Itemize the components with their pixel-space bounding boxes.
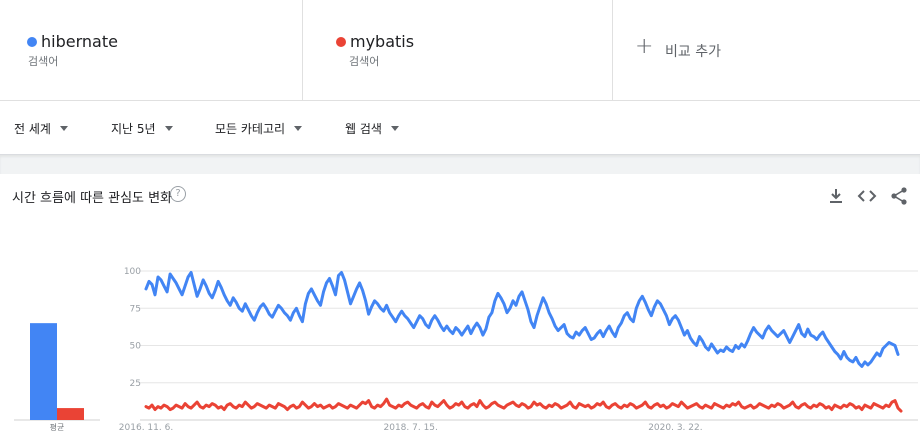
x-tick-label: 2020. 3. 22. [648,423,702,433]
y-tick-label: 100 [124,267,141,277]
x-tick-label: 2018. 7. 15. [384,423,438,433]
plus-icon: + [635,34,654,59]
interest-over-time-chart: 평균 25 50 75 100 2016. 11. 6. 2018. 7. 15. 2020… [14,267,918,433]
series-line-hibernate [144,271,900,368]
card-title: 시간 흐름에 따른 관심도 변화 [12,191,173,206]
average-bar-hibernate [30,323,57,420]
search-terms-bar: hibernate 검색어 mybatis 검색어 + 비교 추가 [0,0,920,101]
average-label: 평균 [50,422,65,432]
term-color-dot [336,37,346,47]
add-comparison-button[interactable]: + 비교 추가 [613,0,920,100]
time-range-dropdown[interactable]: 지난 5년 [111,120,173,137]
search-type-label: 웹 검색 [345,122,382,136]
chart-grid [140,270,918,421]
chart-axis-labels: 25 50 75 100 2016. 11. 6. 2018. 7. 15. 2020. 3… [119,267,703,433]
y-tick-label: 75 [130,304,141,314]
add-comparison-label: 비교 추가 [665,44,721,60]
category-dropdown[interactable]: 모든 카테고리 [215,120,303,137]
chart-series [144,271,903,413]
code-icon[interactable] [857,186,877,206]
download-icon[interactable] [826,186,846,206]
y-tick-label: 50 [130,342,142,352]
term-type: 검색어 [349,55,380,68]
region-dropdown[interactable]: 전 세계 [14,120,68,137]
category-label: 모든 카테고리 [215,122,286,136]
filter-bar: 전 세계 지난 5년 모든 카테고리 웹 검색 [0,101,920,154]
question-circle-icon[interactable]: ? [170,186,186,202]
caret-down-icon [294,126,303,131]
x-tick-label: 2016. 11. 6. [119,423,173,433]
y-tick-label: 25 [130,379,141,389]
term-card-mybatis[interactable]: mybatis 검색어 [303,0,613,100]
share-icon[interactable] [889,186,909,206]
series-line-mybatis [144,397,903,413]
search-type-dropdown[interactable]: 웹 검색 [345,120,399,137]
term-color-dot [27,37,37,47]
region-label: 전 세계 [14,122,51,136]
term-name: hibernate [41,32,118,51]
term-card-hibernate[interactable]: hibernate 검색어 [0,0,303,100]
average-bar-mybatis [57,408,84,420]
average-bar-chart: 평균 [14,323,100,432]
caret-down-icon [164,126,173,131]
term-type: 검색어 [28,55,59,68]
section-divider [0,154,920,174]
caret-down-icon [59,126,68,131]
time-range-label: 지난 5년 [111,122,156,136]
caret-down-icon [390,126,399,131]
term-name: mybatis [350,32,415,51]
